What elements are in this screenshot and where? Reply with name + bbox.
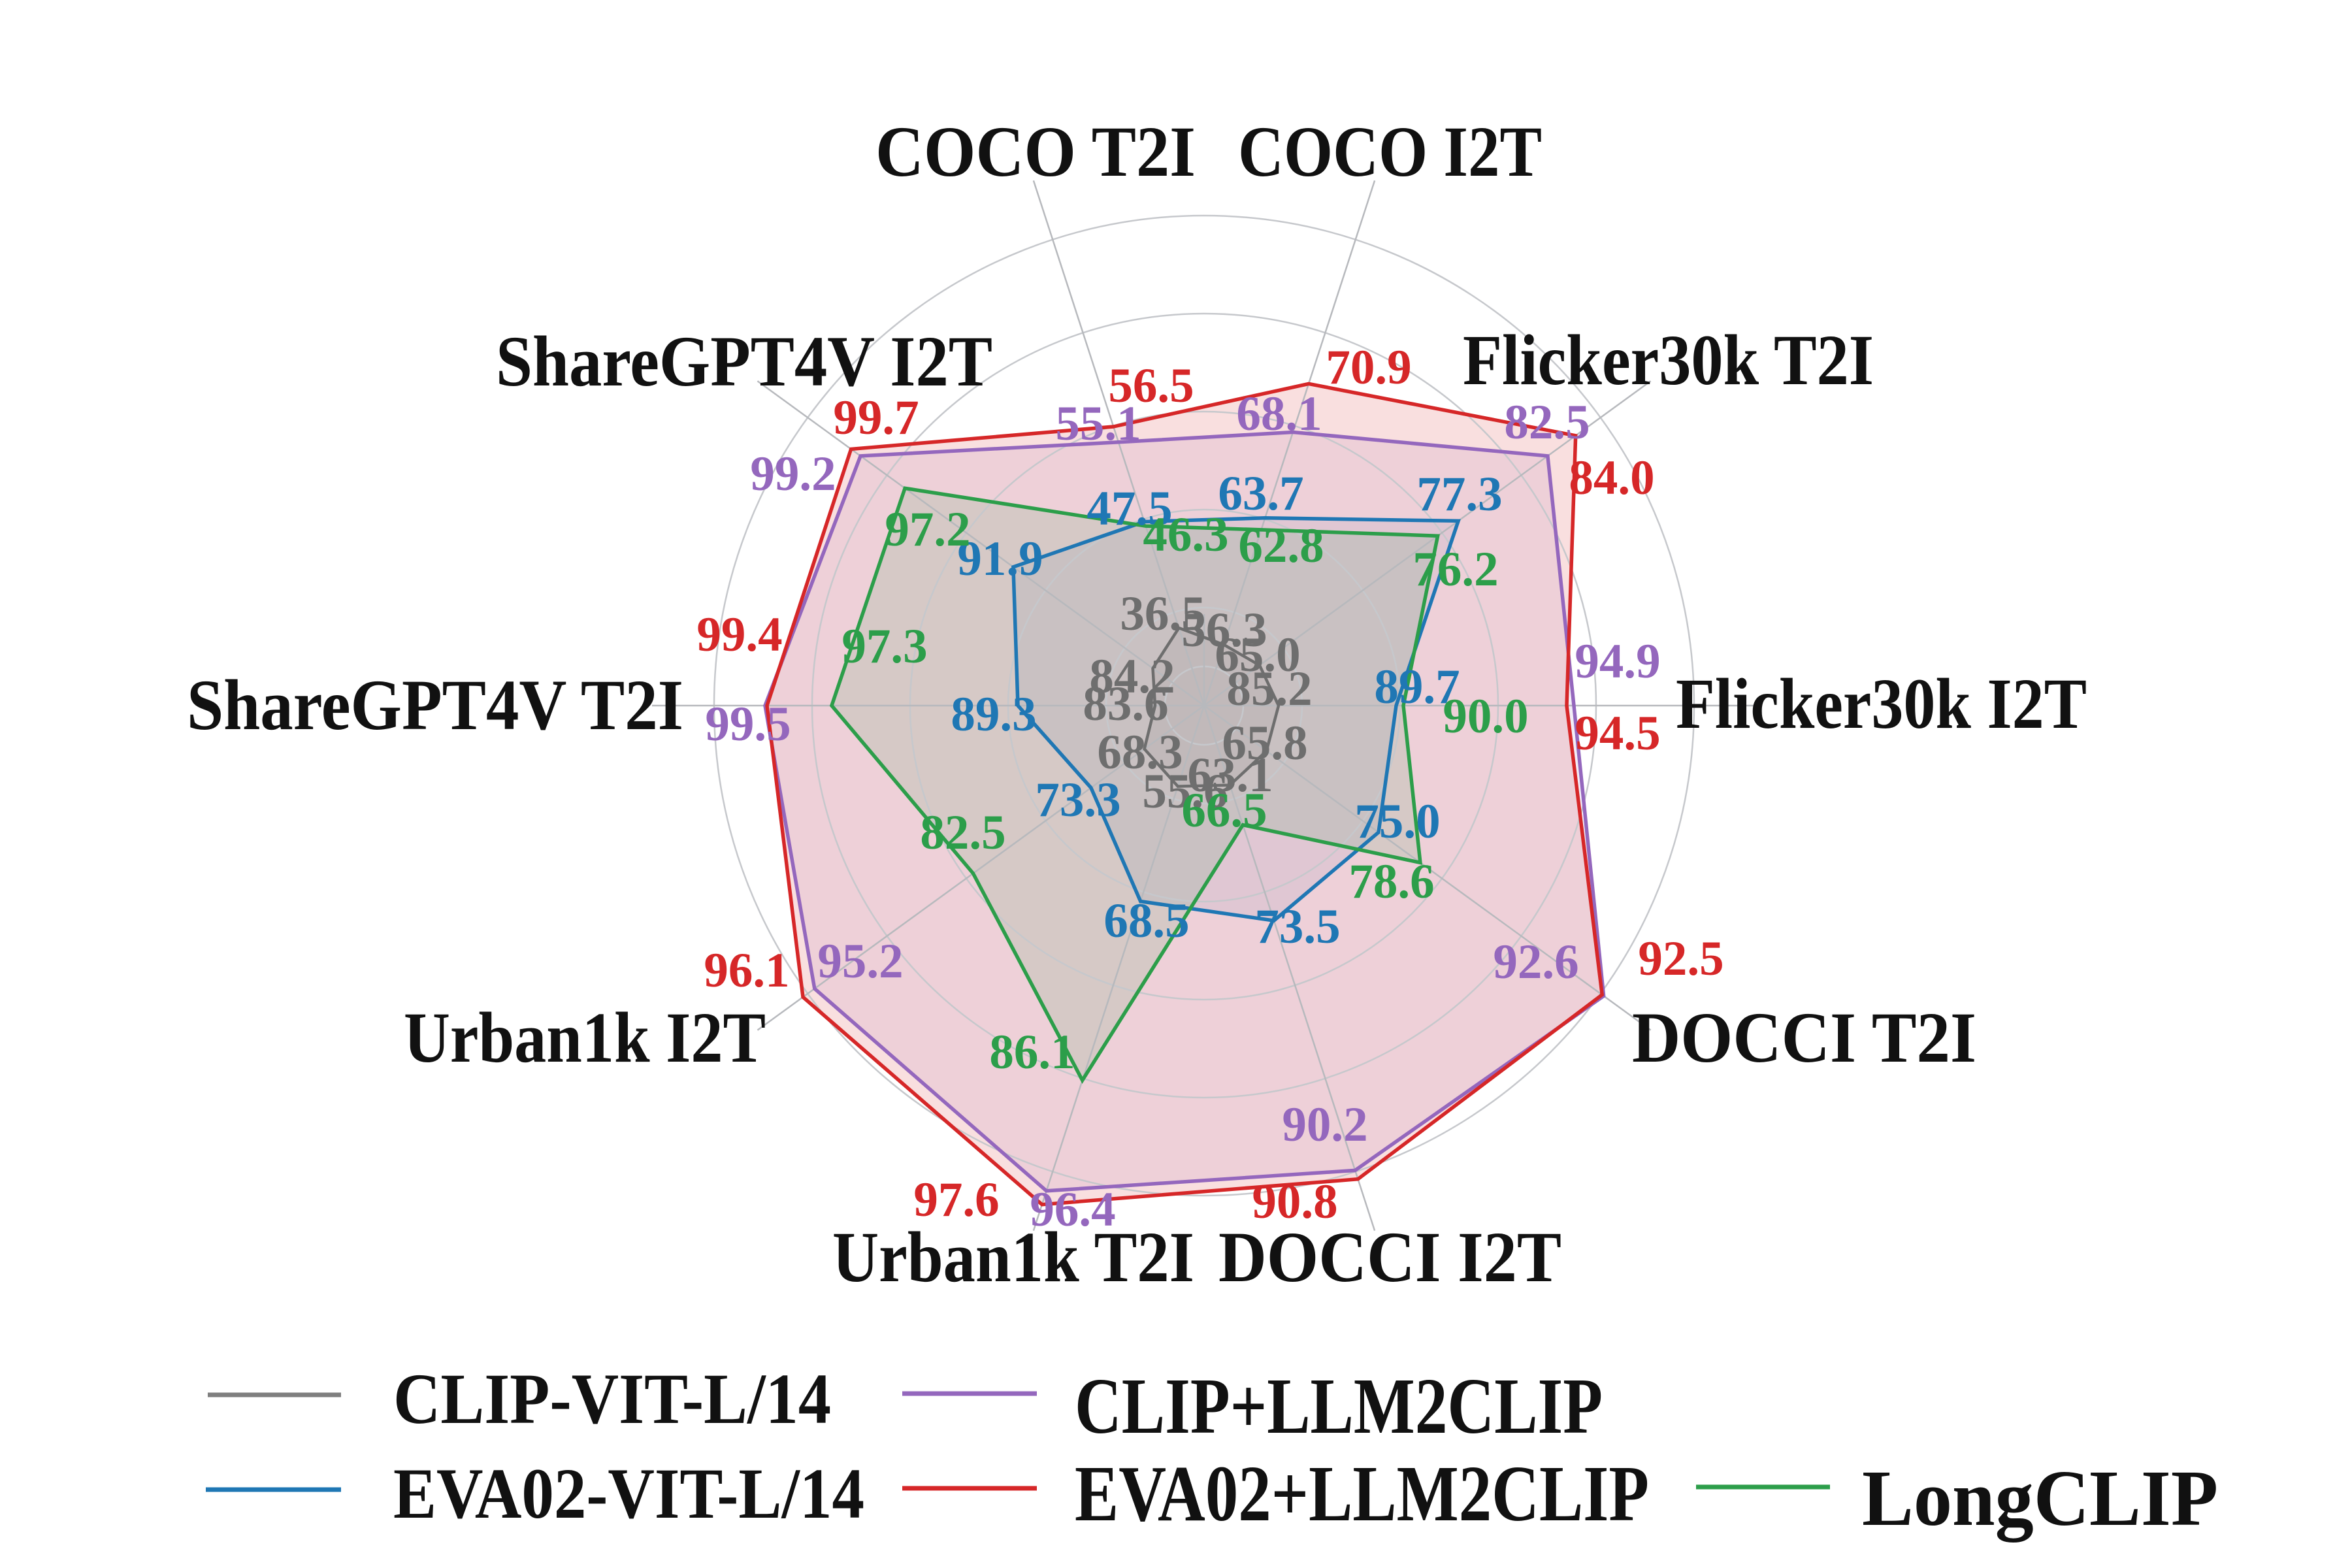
- svg-text:73.5: 73.5: [1254, 900, 1340, 954]
- svg-text:90.0: 90.0: [1443, 689, 1528, 743]
- svg-text:55.6: 55.6: [1142, 764, 1228, 819]
- svg-text:89.7: 89.7: [1374, 660, 1460, 714]
- svg-text:Urban1k T2I: Urban1k T2I: [832, 1217, 1194, 1297]
- svg-text:55.1: 55.1: [1055, 397, 1141, 451]
- svg-text:82.5: 82.5: [1504, 395, 1590, 449]
- svg-text:DOCCI T2I: DOCCI T2I: [1632, 998, 1976, 1077]
- svg-text:ShareGPT4V T2I: ShareGPT4V T2I: [187, 665, 683, 745]
- svg-text:78.6: 78.6: [1348, 855, 1434, 909]
- svg-text:91.9: 91.9: [957, 532, 1043, 586]
- svg-text:94.9: 94.9: [1575, 634, 1660, 689]
- svg-text:LongCLIP: LongCLIP: [1862, 1454, 2218, 1543]
- svg-text:68.1: 68.1: [1236, 387, 1322, 441]
- svg-text:77.3: 77.3: [1416, 467, 1502, 521]
- svg-text:CLIP-VIT-L/14: CLIP-VIT-L/14: [393, 1359, 831, 1439]
- svg-text:Flicker30k T2I: Flicker30k T2I: [1463, 320, 1874, 400]
- svg-text:99.7: 99.7: [833, 391, 919, 445]
- svg-text:DOCCI I2T: DOCCI I2T: [1218, 1217, 1561, 1297]
- svg-text:EVA02+LLM2CLIP: EVA02+LLM2CLIP: [1075, 1450, 1649, 1538]
- svg-text:Flicker30k I2T: Flicker30k I2T: [1676, 664, 2087, 743]
- svg-text:85.2: 85.2: [1226, 662, 1312, 716]
- svg-text:47.5: 47.5: [1086, 482, 1172, 536]
- svg-text:84.0: 84.0: [1569, 451, 1654, 505]
- svg-text:65.0: 65.0: [1215, 628, 1300, 682]
- svg-text:96.4: 96.4: [1030, 1183, 1115, 1237]
- svg-text:63.1: 63.1: [1187, 748, 1273, 802]
- svg-text:84.2: 84.2: [1089, 649, 1175, 704]
- svg-text:65.8: 65.8: [1222, 716, 1307, 770]
- svg-text:92.5: 92.5: [1638, 932, 1723, 986]
- svg-text:56.3: 56.3: [1181, 603, 1267, 657]
- svg-text:90.2: 90.2: [1282, 1098, 1367, 1152]
- svg-text:68.3: 68.3: [1097, 725, 1183, 779]
- svg-text:86.1: 86.1: [989, 1025, 1075, 1079]
- svg-text:76.2: 76.2: [1413, 542, 1498, 596]
- svg-text:90.8: 90.8: [1252, 1175, 1337, 1229]
- svg-text:CLIP+LLM2CLIP: CLIP+LLM2CLIP: [1075, 1362, 1603, 1450]
- svg-text:99.2: 99.2: [750, 447, 836, 501]
- svg-text:99.5: 99.5: [705, 697, 791, 751]
- svg-text:95.2: 95.2: [817, 934, 903, 988]
- svg-text:COCO T2I: COCO T2I: [875, 112, 1196, 191]
- svg-text:73.3: 73.3: [1035, 773, 1120, 827]
- svg-text:Urban1k I2T: Urban1k I2T: [404, 998, 766, 1077]
- svg-text:96.1: 96.1: [704, 943, 789, 998]
- svg-text:89.3: 89.3: [951, 687, 1036, 742]
- svg-text:46.3: 46.3: [1143, 508, 1228, 562]
- svg-text:EVA02-VIT-L/14: EVA02-VIT-L/14: [393, 1454, 864, 1533]
- svg-text:68.5: 68.5: [1103, 894, 1189, 948]
- svg-text:99.4: 99.4: [696, 608, 782, 662]
- svg-text:70.9: 70.9: [1326, 340, 1411, 395]
- svg-text:97.6: 97.6: [913, 1173, 999, 1227]
- svg-text:92.6: 92.6: [1493, 935, 1578, 989]
- svg-text:82.5: 82.5: [920, 806, 1005, 860]
- svg-text:97.3: 97.3: [841, 619, 927, 674]
- svg-text:56.5: 56.5: [1108, 359, 1194, 413]
- svg-text:COCO I2T: COCO I2T: [1238, 112, 1542, 191]
- svg-text:36.5: 36.5: [1120, 587, 1205, 641]
- svg-text:62.8: 62.8: [1238, 519, 1324, 573]
- svg-text:63.7: 63.7: [1218, 466, 1303, 521]
- svg-text:94.5: 94.5: [1575, 706, 1660, 760]
- svg-text:75.0: 75.0: [1354, 794, 1440, 849]
- svg-text:66.5: 66.5: [1181, 783, 1267, 838]
- svg-text:ShareGPT4V I2T: ShareGPT4V I2T: [496, 321, 992, 401]
- svg-text:83.6: 83.6: [1083, 677, 1168, 731]
- svg-text:97.2: 97.2: [885, 502, 970, 557]
